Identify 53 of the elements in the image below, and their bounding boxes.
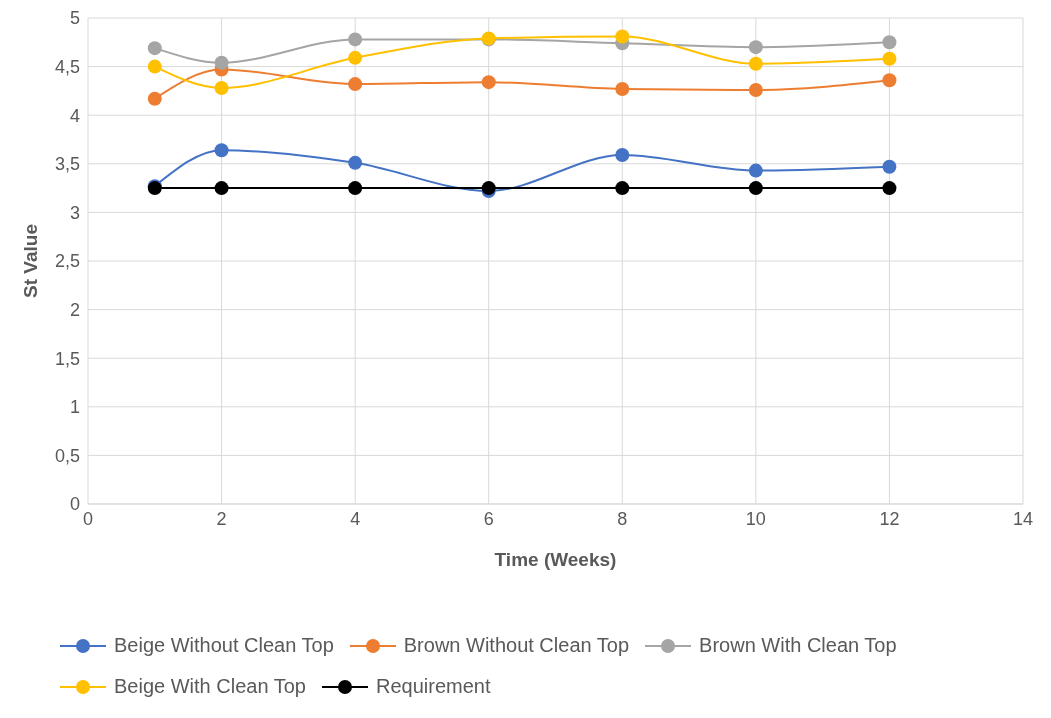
point: [615, 181, 630, 196]
x-axis-title: Time (Weeks): [494, 549, 617, 570]
y-tick-label: 3,5: [54, 154, 80, 175]
y-tick-label: 5: [69, 8, 80, 29]
y-tick-label: 3: [69, 202, 80, 223]
x-tick-label: 8: [617, 508, 628, 529]
legend-label: Beige Without Clean Top: [113, 634, 334, 657]
point: [147, 59, 162, 74]
point: [748, 56, 763, 71]
x-tick-label: 12: [879, 508, 900, 529]
x-tick-label: 2: [216, 508, 227, 529]
y-tick-label: 0: [69, 494, 80, 515]
y-tick-label: 1,5: [54, 348, 80, 369]
point: [615, 81, 630, 96]
y-tick-label: 2: [69, 299, 80, 320]
x-tick-label: 6: [483, 508, 494, 529]
point: [214, 143, 229, 158]
point: [214, 80, 229, 95]
point: [147, 91, 162, 106]
point: [882, 73, 897, 88]
point: [348, 77, 363, 92]
y-tick-label: 4,5: [54, 56, 80, 77]
point: [348, 155, 363, 170]
legend-label: Brown With Clean Top: [698, 634, 897, 657]
point: [882, 51, 897, 66]
legend-label: Requirement: [374, 675, 491, 698]
point: [882, 181, 897, 196]
y-tick-label: 4: [69, 105, 80, 126]
point: [748, 82, 763, 97]
point: [214, 55, 229, 70]
point: [348, 181, 363, 196]
y-tick-label: 2,5: [54, 251, 80, 272]
point: [882, 159, 897, 174]
point: [748, 163, 763, 178]
point: [147, 41, 162, 56]
x-tick-label: 0: [82, 508, 94, 529]
point: [748, 40, 763, 55]
point: [882, 35, 897, 50]
point: [348, 50, 363, 65]
x-tick-label: 10: [745, 508, 766, 529]
point: [214, 181, 229, 196]
legend-label: Beige With Clean Top: [113, 675, 306, 698]
y-tick-label: 1: [69, 397, 80, 418]
point: [615, 29, 630, 44]
y-tick-label: 0,5: [54, 445, 80, 466]
point: [748, 181, 763, 196]
point: [481, 75, 496, 90]
legend-label: Brown Without Clean Top: [402, 634, 630, 657]
point: [348, 32, 363, 47]
point: [615, 148, 630, 163]
x-tick-label: 4: [350, 508, 361, 529]
x-tick-label: 14: [1012, 508, 1034, 529]
y-axis-title: St Value: [19, 224, 41, 298]
